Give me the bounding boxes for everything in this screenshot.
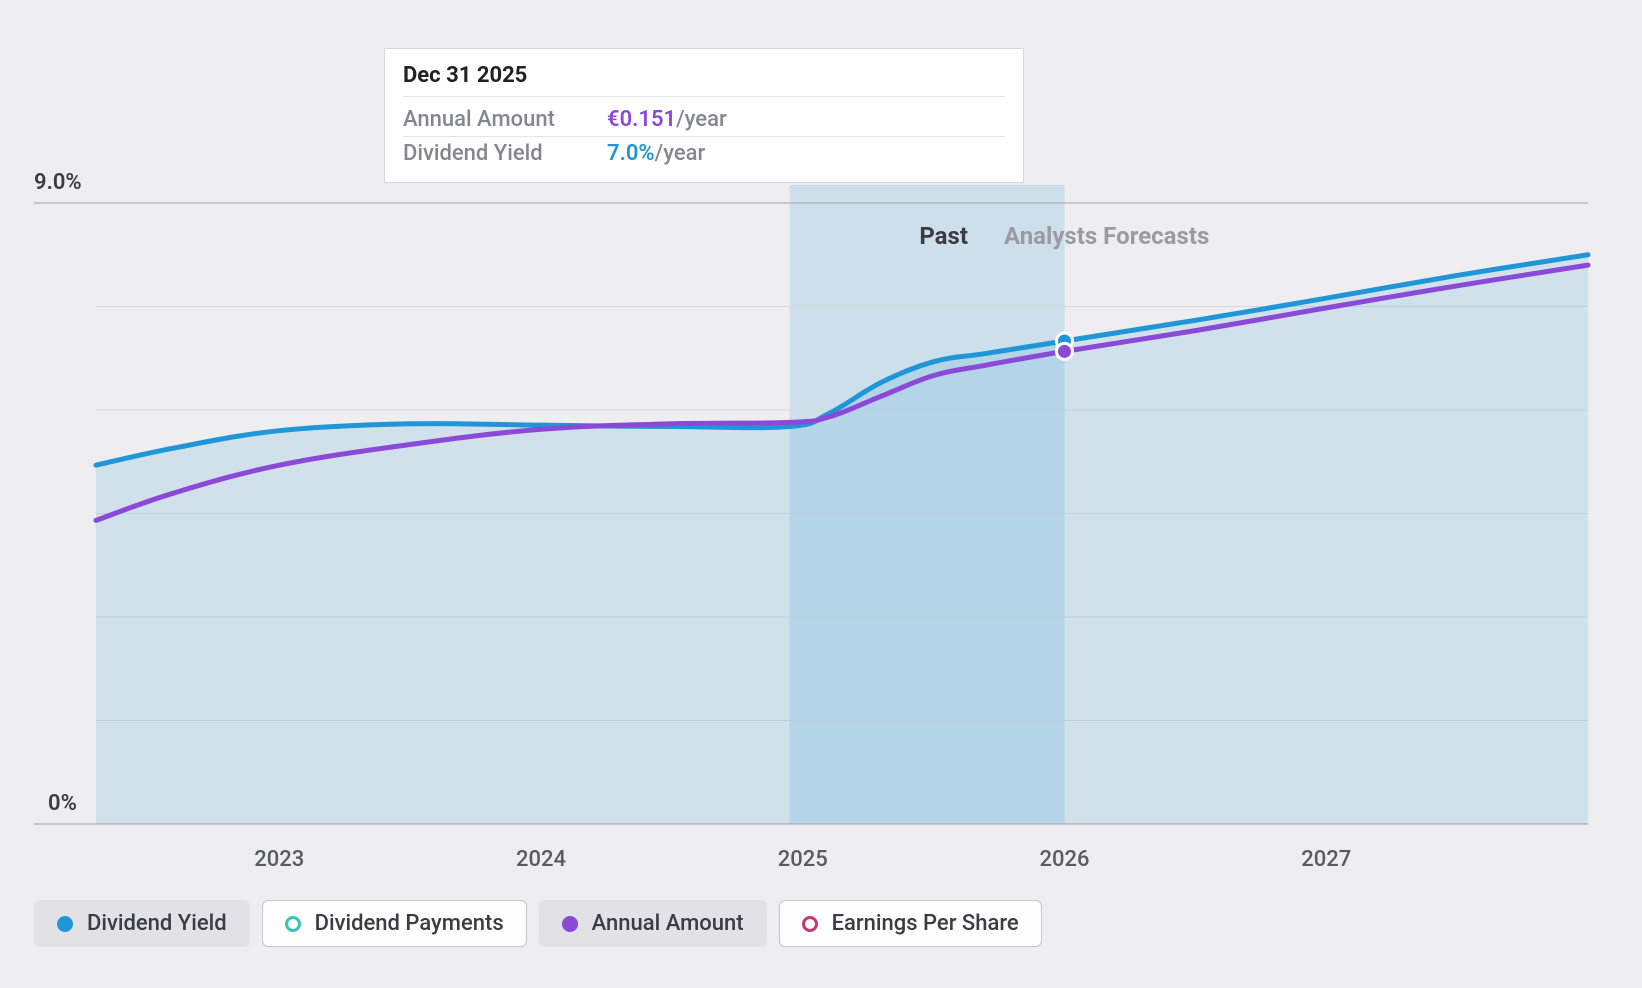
period-label-past: Past bbox=[919, 222, 968, 250]
legend-item-label: Annual Amount bbox=[592, 911, 744, 936]
tooltip-row-key: Dividend Yield bbox=[403, 141, 583, 166]
tooltip-row-unit: /year bbox=[676, 107, 727, 132]
legend-marker-icon bbox=[802, 916, 818, 932]
tooltip-row-value-wrap: €0.151/year bbox=[607, 107, 727, 132]
y-axis-max-label: 9.0% bbox=[34, 170, 82, 195]
tooltip-date: Dec 31 2025 bbox=[403, 63, 1005, 97]
tooltip-row-unit: /year bbox=[655, 141, 706, 166]
legend-item-label: Dividend Payments bbox=[315, 911, 504, 936]
dividend-chart: 9.0% 0% 2023 2024 2025 2026 2027 Past Analysts F… bbox=[0, 0, 1642, 988]
hover-marker-annual_amount bbox=[1056, 343, 1072, 359]
period-label-forecast: Analysts Forecasts bbox=[1004, 222, 1209, 250]
x-axis-tick-label: 2024 bbox=[516, 847, 566, 872]
tooltip-row: Annual Amount €0.151/year bbox=[403, 103, 1005, 137]
tooltip-row-value: €0.151 bbox=[607, 107, 676, 132]
legend-item-dividend_payments[interactable]: Dividend Payments bbox=[262, 900, 527, 947]
legend-item-annual_amount[interactable]: Annual Amount bbox=[539, 900, 767, 947]
legend-marker-icon bbox=[57, 916, 73, 932]
legend-marker-icon bbox=[285, 916, 301, 932]
tooltip-row: Dividend Yield 7.0%/year bbox=[403, 137, 1005, 170]
chart-tooltip: Dec 31 2025 Annual Amount€0.151/yearDivi… bbox=[384, 48, 1024, 183]
tooltip-row-value: 7.0% bbox=[607, 141, 655, 166]
tooltip-row-value-wrap: 7.0%/year bbox=[607, 141, 705, 166]
x-axis-tick-label: 2027 bbox=[1301, 847, 1351, 872]
legend-marker-icon bbox=[562, 916, 578, 932]
chart-legend: Dividend Yield Dividend Payments Annual Am… bbox=[34, 900, 1042, 947]
tooltip-row-key: Annual Amount bbox=[403, 107, 583, 132]
y-axis-min-label: 0% bbox=[48, 791, 77, 816]
legend-item-label: Dividend Yield bbox=[87, 911, 227, 936]
x-axis-tick-label: 2026 bbox=[1039, 847, 1089, 872]
legend-item-eps[interactable]: Earnings Per Share bbox=[779, 900, 1042, 947]
legend-item-dividend_yield[interactable]: Dividend Yield bbox=[34, 900, 250, 947]
x-axis-tick-label: 2023 bbox=[254, 847, 304, 872]
x-axis-tick-label: 2025 bbox=[778, 847, 828, 872]
legend-item-label: Earnings Per Share bbox=[832, 911, 1019, 936]
